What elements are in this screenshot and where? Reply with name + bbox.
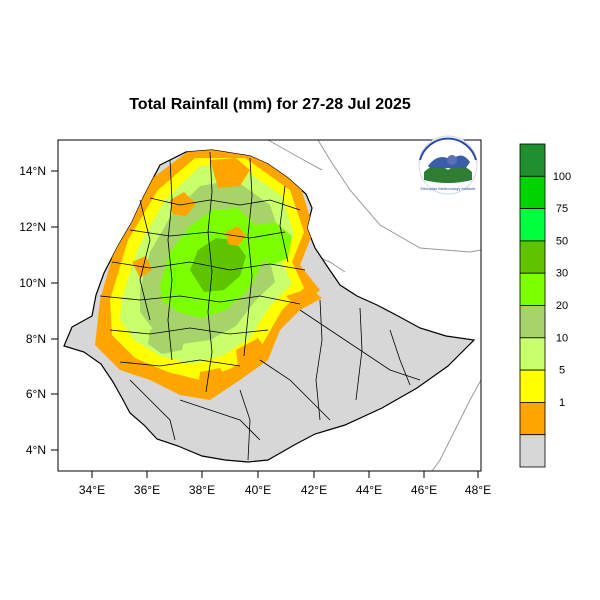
x-tick-label: 44°E [356, 483, 382, 497]
svg-text:Ethiopian Meteorology Institut: Ethiopian Meteorology Institute [421, 186, 477, 191]
legend-label: 20 [556, 300, 568, 312]
legend-swatch [519, 143, 546, 177]
x-tick-label: 48°E [465, 483, 491, 497]
legend-label: 10 [556, 332, 568, 344]
page-title: Total Rainfall (mm) for 27-28 Jul 2025 [129, 96, 411, 113]
y-tick-label: 14°N [19, 164, 46, 178]
y-tick-label: 12°N [19, 220, 46, 234]
legend-swatch [519, 208, 546, 242]
x-tick-label: 40°E [245, 483, 271, 497]
admin-boundaries [99, 151, 421, 461]
legend-swatch [519, 401, 546, 436]
legend-label: 75 [556, 203, 568, 215]
coastline [317, 140, 481, 253]
x-tick-label: 34°E [79, 483, 105, 497]
legend-swatch [519, 337, 546, 371]
legend-swatch [519, 305, 546, 339]
legend-swatch [519, 434, 546, 468]
neighbour-border [267, 140, 323, 171]
legend-label: 1 [559, 397, 565, 409]
legend-label: 50 [556, 235, 568, 247]
y-tick-label: 6°N [26, 387, 46, 401]
y-tick-label: 4°N [26, 443, 46, 457]
x-tick-label: 36°E [134, 483, 160, 497]
legend-swatch [519, 240, 546, 274]
ethiopian-meteorology-logo: Ethiopian Meteorology Institute [418, 135, 478, 195]
x-tick-label: 46°E [411, 483, 437, 497]
legend-label: 100 [553, 171, 571, 183]
legend: 100 75 50 30 20 10 5 1 [519, 143, 571, 468]
y-tick-label: 10°N [19, 276, 46, 290]
map-border [57, 139, 482, 472]
legend-label: 5 [559, 365, 565, 377]
legend-swatch [519, 272, 546, 306]
x-tick-label: 38°E [189, 483, 215, 497]
legend-label: 30 [556, 268, 568, 280]
y-axis: 14°N 12°N 10°N 8°N 6°N 4°N [19, 164, 58, 457]
x-tick-label: 42°E [301, 483, 327, 497]
y-tick-label: 8°N [26, 332, 46, 346]
neighbour-border [431, 379, 481, 471]
legend-swatch [519, 175, 546, 210]
x-axis: 34°E 36°E 38°E 40°E 42°E 44°E 46°E 48°E [79, 471, 491, 497]
legend-swatch [519, 369, 546, 403]
